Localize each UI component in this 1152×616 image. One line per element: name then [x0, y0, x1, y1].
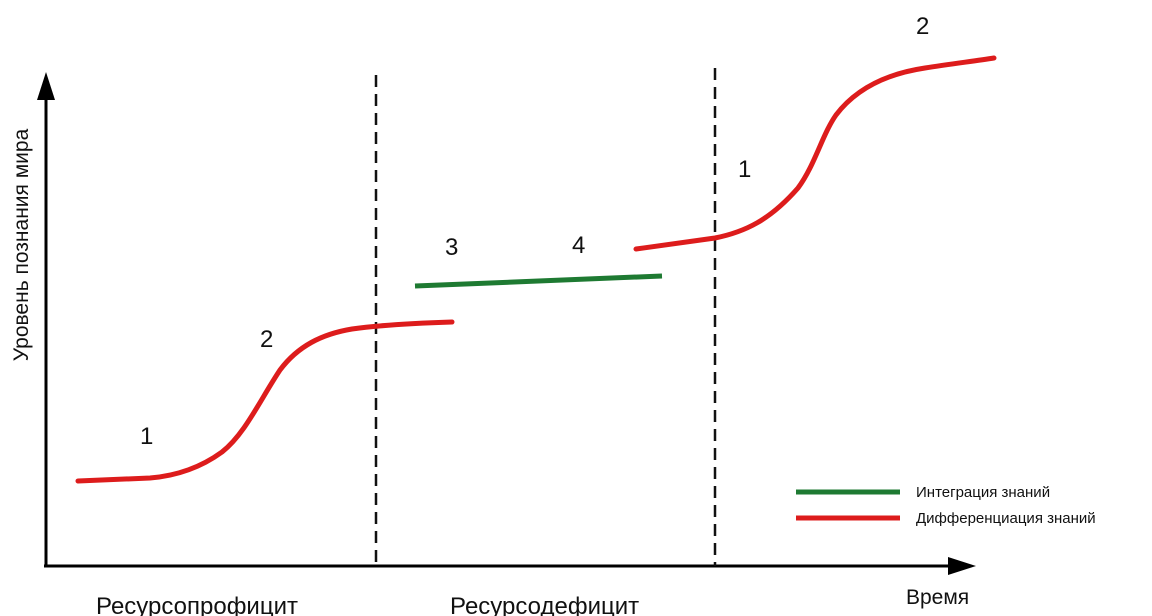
legend-label-differentiation: Дифференциация знаний [916, 510, 1096, 527]
phase-label-first-1: 1 [140, 423, 153, 450]
region-label-surplus: Ресурсопрофицит [96, 593, 298, 616]
phase-label-middle-4: 4 [572, 232, 585, 259]
phase-label-last-2: 2 [916, 13, 929, 40]
integration-segment [414, 273, 663, 289]
phase-label-middle-3: 3 [445, 234, 458, 261]
y-axis-arrowhead [37, 72, 55, 100]
differentiation-curve-2 [633, 55, 997, 252]
region-label-deficit: Ресурсодефицит [450, 593, 639, 616]
legend: Интеграция знаний Дифференциация знаний [796, 484, 1096, 527]
phase-label-first-2: 2 [260, 326, 273, 353]
y-axis-label: Уровень познания мира [10, 128, 33, 361]
differentiation-curve-1 [75, 319, 455, 484]
legend-label-integration: Интеграция знаний [916, 484, 1050, 501]
phase-label-last-1: 1 [738, 156, 751, 183]
x-axis-label: Время [906, 586, 969, 609]
x-axis-arrowhead [948, 557, 976, 575]
